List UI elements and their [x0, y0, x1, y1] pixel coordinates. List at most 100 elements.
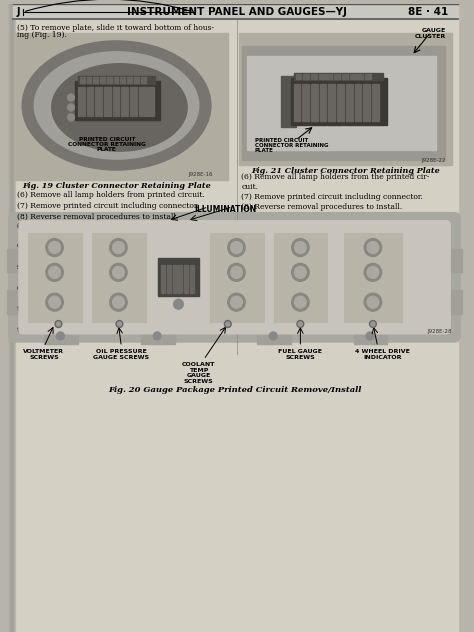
Circle shape — [228, 293, 245, 311]
Bar — [95, 87, 102, 116]
Bar — [190, 265, 194, 293]
Circle shape — [292, 264, 309, 281]
Bar — [239, 33, 452, 165]
Bar — [134, 76, 139, 83]
Circle shape — [294, 296, 306, 308]
Text: (6) Remove all lamp holders from the printed cir-: (6) Remove all lamp holders from the pri… — [241, 173, 430, 181]
Bar — [93, 76, 98, 83]
Bar — [87, 87, 93, 116]
Circle shape — [56, 332, 64, 340]
Text: scribed in Gauges Remove/Install.: scribed in Gauges Remove/Install. — [17, 263, 148, 271]
Bar — [319, 83, 327, 121]
Circle shape — [367, 267, 379, 278]
Bar — [12, 4, 14, 632]
Text: OIL PRESSURE
GAUGE SCREWS: OIL PRESSURE GAUGE SCREWS — [93, 349, 149, 360]
Bar — [7, 248, 25, 272]
Circle shape — [292, 239, 309, 257]
Circle shape — [367, 241, 379, 253]
Bar — [80, 76, 84, 83]
Circle shape — [224, 320, 231, 327]
Circle shape — [56, 322, 60, 326]
Circle shape — [231, 267, 242, 278]
Bar — [141, 328, 174, 344]
Text: cluster housing (Fig. 20).: cluster housing (Fig. 20). — [17, 284, 114, 292]
Bar — [92, 233, 146, 322]
Bar — [281, 76, 295, 127]
FancyBboxPatch shape — [19, 221, 450, 334]
Text: (5) To remove plate, slide it toward the bottom of: (5) To remove plate, slide it toward the… — [17, 315, 210, 323]
Circle shape — [46, 264, 64, 281]
Bar — [355, 83, 361, 121]
Bar — [15, 33, 228, 180]
Text: GAUGE PACKAGE CLUSTER: GAUGE PACKAGE CLUSTER — [17, 222, 161, 232]
Bar — [120, 76, 125, 83]
Bar — [121, 87, 128, 116]
Text: (7) Remove printed circuit including connector.: (7) Remove printed circuit including con… — [241, 193, 423, 201]
Text: PRINTED CIRCUIT: PRINTED CIRCUIT — [79, 137, 135, 142]
Bar — [342, 74, 348, 78]
Bar — [319, 74, 325, 78]
Text: INSTRUMENT PANEL AND GAUGES—YJ: INSTRUMENT PANEL AND GAUGES—YJ — [128, 7, 347, 17]
Circle shape — [110, 239, 127, 257]
Text: ing (Fig. 19).: ing (Fig. 19). — [17, 31, 67, 39]
Circle shape — [226, 322, 230, 326]
Circle shape — [371, 322, 375, 326]
Bar — [78, 76, 155, 83]
FancyBboxPatch shape — [9, 213, 460, 342]
Circle shape — [173, 299, 183, 309]
Bar — [13, 4, 15, 632]
Bar — [107, 76, 112, 83]
Circle shape — [49, 267, 60, 278]
Bar — [147, 87, 154, 116]
Text: PLATE: PLATE — [97, 147, 117, 152]
Bar — [334, 74, 340, 78]
Circle shape — [153, 332, 161, 340]
Text: CONNECTOR RETAINING: CONNECTOR RETAINING — [68, 142, 146, 147]
Bar — [302, 83, 309, 121]
Bar — [139, 87, 146, 116]
Circle shape — [292, 293, 309, 311]
Bar — [44, 328, 78, 344]
Bar — [350, 74, 356, 78]
Bar — [291, 78, 387, 125]
Circle shape — [299, 322, 302, 326]
Bar — [257, 328, 291, 344]
Bar — [100, 76, 105, 83]
Text: J928E-16: J928E-16 — [189, 172, 213, 177]
Bar — [173, 265, 176, 293]
Bar — [311, 74, 317, 78]
Text: (2) Remove gauge package lens and mask as de-: (2) Remove gauge package lens and mask a… — [17, 253, 208, 260]
Circle shape — [364, 264, 382, 281]
Bar — [357, 74, 363, 78]
Ellipse shape — [52, 64, 187, 151]
Bar — [242, 46, 446, 160]
Circle shape — [231, 296, 242, 308]
Bar — [28, 233, 82, 322]
Circle shape — [68, 94, 74, 101]
Bar — [344, 233, 402, 322]
Bar — [445, 248, 462, 272]
Bar — [87, 76, 91, 83]
Bar — [114, 76, 118, 83]
Circle shape — [366, 332, 374, 340]
Text: (6) Remove all lamp holders from printed circuit.: (6) Remove all lamp holders from printed… — [17, 191, 205, 199]
Text: Fig. 21 Cluster Connector Retaining Plate: Fig. 21 Cluster Connector Retaining Plat… — [252, 167, 440, 175]
Text: the housing (Fig. 21).: the housing (Fig. 21). — [17, 325, 100, 334]
Bar — [75, 81, 160, 120]
Bar — [127, 76, 132, 83]
Circle shape — [116, 320, 123, 327]
Bar — [328, 83, 335, 121]
Text: (7) Remove printed circuit including connector.: (7) Remove printed circuit including con… — [17, 202, 199, 210]
Bar — [337, 83, 344, 121]
Circle shape — [110, 293, 127, 311]
Circle shape — [113, 296, 124, 308]
Text: J: J — [17, 7, 20, 17]
Bar — [295, 74, 301, 78]
Text: cuit.: cuit. — [241, 183, 258, 191]
Circle shape — [297, 320, 304, 327]
Bar — [158, 258, 199, 296]
Bar — [311, 83, 318, 121]
Circle shape — [46, 239, 64, 257]
Bar — [10, 4, 12, 632]
Bar — [130, 87, 137, 116]
